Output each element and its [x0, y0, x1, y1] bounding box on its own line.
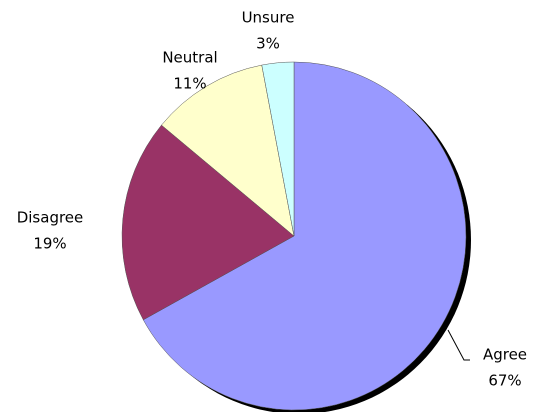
slice-label: Unsure [242, 9, 295, 27]
slice-label: Agree [483, 346, 527, 364]
slice-value-label: 3% [256, 35, 280, 53]
slice-value-label: 19% [33, 235, 66, 253]
leader-line [447, 329, 470, 361]
slice-value-label: 11% [173, 75, 206, 93]
pie-slice [121, 124, 295, 321]
slice-label: Disagree [17, 209, 84, 227]
pie-slice [161, 64, 295, 237]
pie-slice [142, 61, 467, 411]
slice-value-label: 67% [488, 372, 521, 390]
pie-slice [261, 61, 295, 237]
slice-label: Neutral [162, 49, 217, 67]
